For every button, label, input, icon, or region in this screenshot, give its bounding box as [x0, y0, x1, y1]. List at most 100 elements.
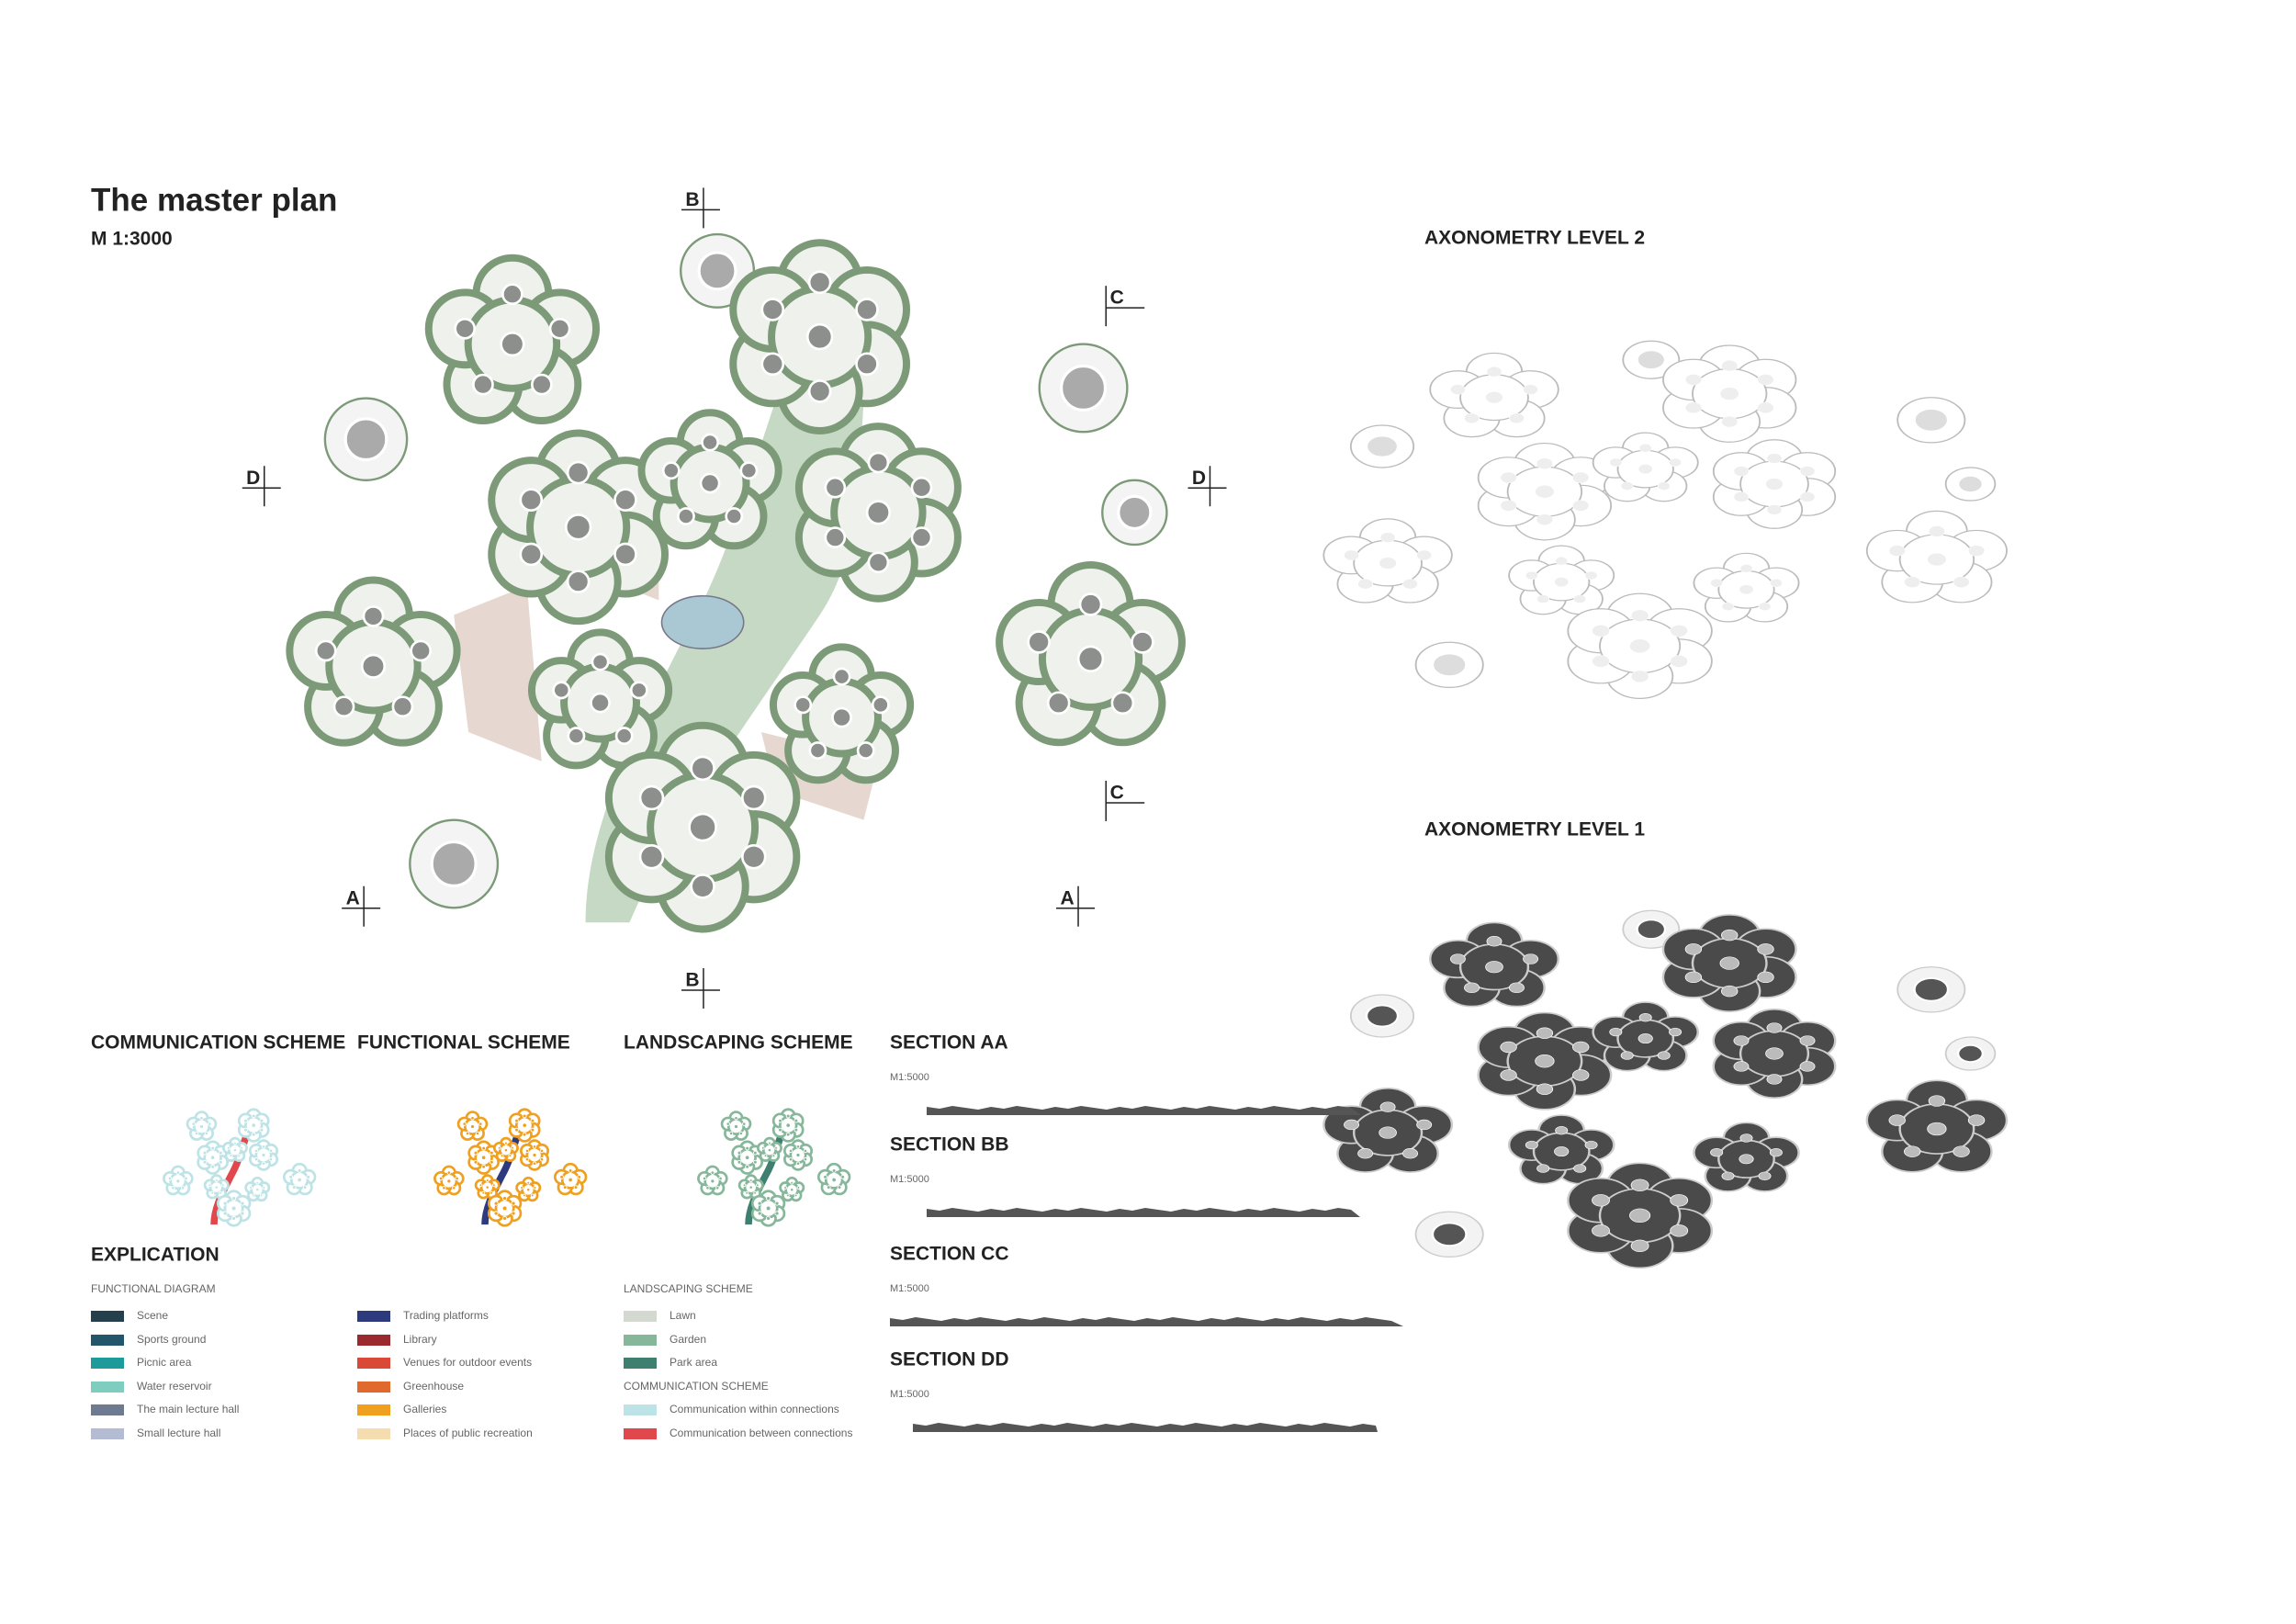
dome — [502, 1196, 508, 1201]
dome — [253, 1148, 259, 1154]
dome — [803, 1156, 808, 1162]
dome — [1573, 594, 1587, 603]
dome — [1572, 500, 1590, 512]
dome — [1357, 579, 1374, 590]
dome — [745, 1145, 750, 1151]
dome — [1554, 1146, 1570, 1157]
dome — [1629, 1208, 1651, 1224]
dome — [613, 488, 637, 512]
dome — [1766, 1074, 1783, 1085]
dome — [831, 706, 852, 728]
dome — [1357, 1148, 1374, 1159]
dome — [478, 1122, 483, 1126]
dome — [1572, 1069, 1590, 1081]
dome — [832, 667, 851, 686]
dome — [573, 1185, 579, 1190]
dome — [1721, 985, 1739, 998]
dome — [807, 379, 832, 403]
legend-swatch — [357, 1428, 390, 1439]
dome — [251, 1122, 256, 1128]
dome — [259, 1118, 264, 1123]
dome — [1464, 412, 1480, 423]
scheme-title: LANDSCAPING SCHEME — [624, 1032, 853, 1054]
dome — [725, 507, 744, 525]
legend-title: COMMUNICATION SCHEME — [624, 1380, 769, 1393]
dome — [1078, 592, 1103, 616]
dome — [208, 1122, 212, 1126]
dome — [497, 1145, 501, 1150]
legend-label: Trading platforms — [403, 1309, 489, 1322]
dome — [562, 1185, 568, 1190]
dome — [1766, 453, 1783, 464]
dome — [262, 1186, 266, 1190]
scheme-title: FUNCTIONAL SCHEME — [357, 1032, 570, 1054]
dome — [1592, 655, 1610, 668]
dome — [760, 352, 785, 377]
plaza — [454, 468, 879, 820]
dome — [837, 1185, 842, 1190]
dome — [739, 461, 759, 480]
legend-label: Galleries — [403, 1403, 446, 1415]
plaza-core — [1431, 1222, 1468, 1246]
dome — [500, 331, 525, 357]
dome — [1638, 1013, 1652, 1022]
dome — [231, 1205, 237, 1212]
dome — [1523, 384, 1538, 395]
legend-label: Greenhouse — [403, 1380, 464, 1393]
dome — [1684, 971, 1703, 984]
dome — [209, 1155, 216, 1160]
dome — [1609, 457, 1623, 468]
dome — [1525, 570, 1538, 581]
dome — [1669, 1027, 1683, 1037]
dome — [808, 741, 827, 760]
dome — [1592, 1224, 1610, 1237]
legend-label: Communication within connections — [670, 1403, 839, 1415]
section-marker: C — [1110, 288, 1124, 309]
dome — [748, 1185, 753, 1190]
dome — [218, 1159, 223, 1165]
dome — [222, 1201, 228, 1206]
dome — [793, 1127, 799, 1133]
dome — [253, 1156, 259, 1162]
legend-swatch — [624, 1428, 657, 1439]
dome — [910, 476, 933, 499]
dome — [1416, 549, 1433, 561]
dome — [1769, 1148, 1783, 1157]
dome — [218, 1150, 223, 1156]
dome — [1379, 1126, 1397, 1139]
dome — [478, 1183, 483, 1188]
plaza-core — [697, 251, 737, 291]
dome — [1670, 1224, 1689, 1237]
dome — [1684, 401, 1702, 413]
legend-swatch — [357, 1358, 390, 1369]
dome — [251, 1193, 255, 1198]
dome — [591, 652, 610, 671]
dome — [788, 1148, 793, 1154]
dome — [766, 1215, 771, 1221]
dome — [306, 1175, 311, 1179]
dome — [214, 1179, 219, 1182]
dome — [788, 1156, 793, 1162]
dome — [793, 695, 813, 715]
dome — [742, 1183, 747, 1188]
dome — [1630, 1179, 1649, 1191]
dome — [552, 681, 571, 700]
dome — [504, 1141, 508, 1145]
dome — [568, 1168, 573, 1173]
dome — [1500, 500, 1517, 512]
dome — [564, 513, 592, 541]
dome — [214, 1185, 219, 1190]
dome — [1927, 552, 1947, 567]
dome — [524, 1156, 530, 1162]
dome — [480, 1155, 487, 1160]
dome — [442, 1186, 446, 1190]
dome — [559, 1175, 564, 1179]
dome — [867, 451, 890, 474]
plaza-core — [1365, 1004, 1400, 1028]
scheme-diagram — [697, 1108, 851, 1227]
legend-title: LANDSCAPING SCHEME — [624, 1282, 753, 1295]
dome — [793, 1193, 798, 1198]
scheme-title: COMMUNICATION SCHEME — [91, 1032, 345, 1054]
dome — [1500, 471, 1517, 484]
dome — [1620, 1051, 1634, 1060]
